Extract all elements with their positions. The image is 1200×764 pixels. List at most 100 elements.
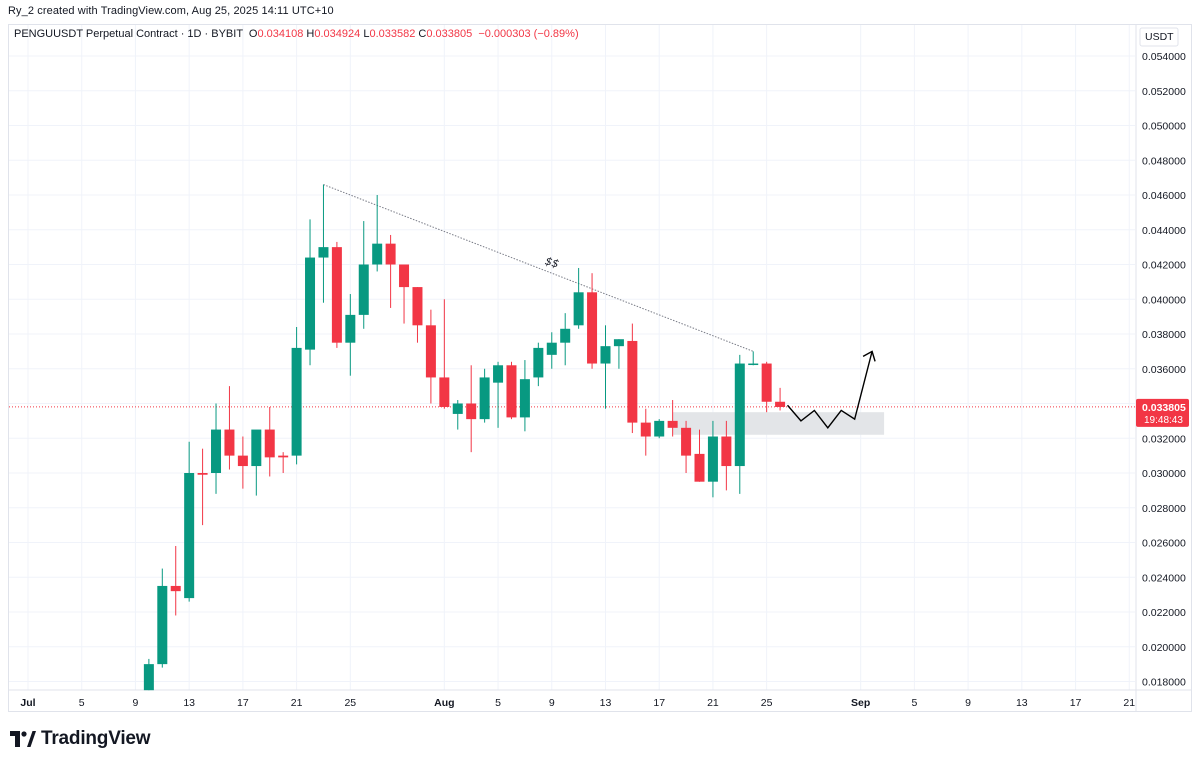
candle-down xyxy=(224,386,235,470)
candle-body xyxy=(452,403,463,414)
tradingview-logo[interactable]: TradingView xyxy=(10,728,151,750)
candle-body xyxy=(761,363,772,402)
chart-frame xyxy=(8,24,1192,712)
candle-down xyxy=(331,241,342,348)
candle-up xyxy=(251,429,262,496)
candle-body xyxy=(546,342,557,355)
candle-body xyxy=(425,325,436,378)
trendline-group: $$ xyxy=(323,184,754,352)
time-tick-label: 21 xyxy=(291,697,303,709)
candle-body xyxy=(707,436,718,482)
price-axis: USDT 0.018000 0.020000 0.022000 0.024000 0.02… xyxy=(1136,27,1189,689)
support-zone-box xyxy=(672,412,885,435)
candle-body xyxy=(493,365,504,383)
candle-down xyxy=(775,387,786,411)
chart-credit: Ry_2 created with TradingView.com, Aug 2… xyxy=(8,5,334,17)
candle-body xyxy=(479,377,490,420)
price-tick-label: 0.044000 xyxy=(1142,225,1186,237)
time-tick-label: 25 xyxy=(344,697,356,709)
price-tick-label: 0.028000 xyxy=(1142,503,1186,515)
candle-up xyxy=(654,419,665,439)
candle-body xyxy=(143,664,154,691)
candle-body xyxy=(264,429,275,458)
last-price-value: 0.033805 xyxy=(1142,402,1186,414)
candle-down xyxy=(721,420,732,491)
candle-up xyxy=(157,568,168,668)
candle-body xyxy=(345,314,356,343)
candle-body xyxy=(600,346,611,364)
projection-path xyxy=(786,351,873,429)
candle-body xyxy=(372,243,383,265)
candle-up xyxy=(734,354,745,494)
time-axis: Jul 5 9 13 17 21 25 Aug 5 9 13 17 21 25 Sep 5 9 13 17 21 xyxy=(20,697,1135,709)
candle-body xyxy=(734,363,745,467)
price-tick-label: 0.038000 xyxy=(1142,329,1186,341)
open-value: 0.034108 xyxy=(257,28,304,40)
candle-down xyxy=(278,452,289,473)
projection-arrowhead xyxy=(862,350,876,362)
candle-body xyxy=(318,247,329,258)
time-tick-label: 25 xyxy=(761,697,773,709)
candle-body xyxy=(237,455,248,467)
candle-down xyxy=(640,408,651,456)
candle-up xyxy=(748,351,759,366)
grid-lines xyxy=(9,25,1191,711)
trendline-label: $$ xyxy=(544,254,561,270)
candle-body xyxy=(385,243,396,265)
candle-down xyxy=(385,234,396,308)
candle-body xyxy=(466,403,477,420)
candle-down xyxy=(681,420,692,473)
price-axis-currency: USDT xyxy=(1145,31,1174,43)
candle-up xyxy=(345,294,356,376)
candle-up xyxy=(358,221,369,329)
low-value: 0.033582 xyxy=(369,28,416,40)
price-tick-label: 0.050000 xyxy=(1142,121,1186,133)
low-label: L xyxy=(363,28,370,40)
candle-body xyxy=(278,455,289,458)
candle-down xyxy=(412,287,423,343)
time-tick-label: 17 xyxy=(237,697,249,709)
candle-up xyxy=(707,420,718,498)
candle-down xyxy=(264,406,275,477)
candle-up xyxy=(493,361,504,428)
candle-body xyxy=(412,287,423,326)
candle-up xyxy=(479,368,490,423)
candle-up xyxy=(372,195,383,272)
candle-body xyxy=(358,264,369,315)
candle-down xyxy=(761,361,772,413)
time-tick-label: 5 xyxy=(79,697,85,709)
candle-up xyxy=(600,325,611,409)
candle-body xyxy=(439,377,450,407)
time-tick-label: Sep xyxy=(851,697,870,709)
projection-path-group xyxy=(786,350,876,429)
candle-up xyxy=(560,313,571,366)
time-tick-label: 9 xyxy=(965,697,971,709)
candle-down xyxy=(506,361,517,420)
candle-body xyxy=(721,436,732,467)
time-tick-label: 5 xyxy=(495,697,501,709)
price-tick-label: 0.042000 xyxy=(1142,260,1186,272)
descending-trendline xyxy=(323,184,754,352)
candle-body xyxy=(211,429,222,473)
candle-body xyxy=(533,347,544,378)
candle-body xyxy=(573,292,584,326)
candle-body xyxy=(748,363,759,366)
candle-body xyxy=(170,585,181,592)
price-tick-label: 0.024000 xyxy=(1142,572,1186,584)
price-tick-label: 0.054000 xyxy=(1142,51,1186,63)
candle-body xyxy=(694,453,705,482)
candle-body xyxy=(654,420,665,437)
candle-up xyxy=(305,219,316,366)
candle-body xyxy=(519,379,530,418)
price-tick-label: 0.048000 xyxy=(1142,155,1186,167)
time-tick-label: 9 xyxy=(549,697,555,709)
candle-down xyxy=(399,264,410,324)
candle-body xyxy=(197,473,208,475)
time-tick-label: 13 xyxy=(1016,697,1028,709)
close-label: C xyxy=(418,28,427,40)
candle-up xyxy=(211,403,222,494)
candle-up xyxy=(318,184,329,303)
price-tick-label: 0.032000 xyxy=(1142,433,1186,445)
price-tick-label: 0.018000 xyxy=(1142,677,1186,689)
